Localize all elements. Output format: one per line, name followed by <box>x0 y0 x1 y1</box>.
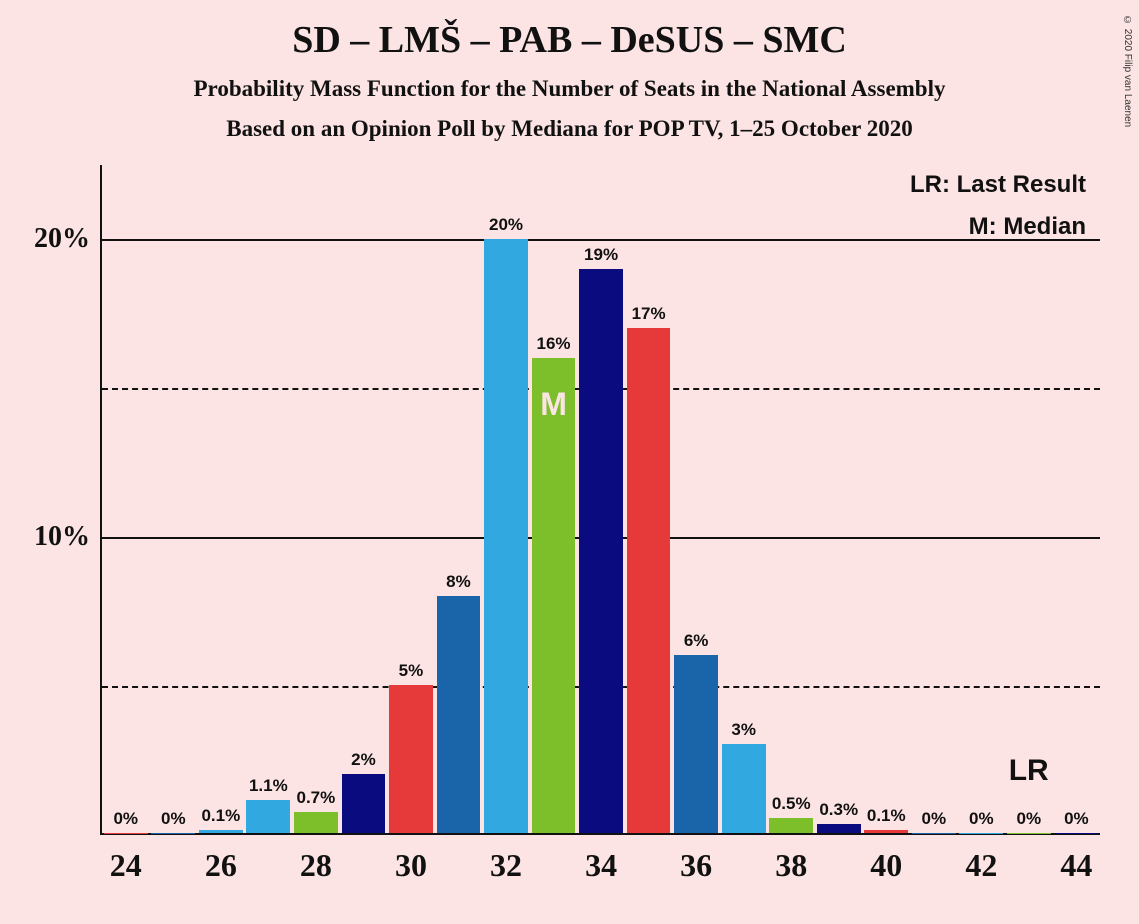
x-tick-label: 32 <box>490 847 522 884</box>
chart-title: SD – LMŠ – PAB – DeSUS – SMC <box>0 0 1139 62</box>
x-tick-label: 30 <box>395 847 427 884</box>
bar-value-label: 0.7% <box>297 788 336 812</box>
bar: 1.1% <box>246 800 290 833</box>
chart-subtitle-1: Probability Mass Function for the Number… <box>0 76 1139 102</box>
bar: 20% <box>484 239 528 833</box>
bar-value-label: 1.1% <box>249 776 288 800</box>
bar-slot: 0.1% <box>863 165 911 833</box>
bar-slot: 0% <box>910 165 958 833</box>
bar-slot: 0.1% <box>197 165 245 833</box>
bar-slot: 0% <box>1053 165 1101 833</box>
x-tick-label: 40 <box>870 847 902 884</box>
x-tick-label: 34 <box>585 847 617 884</box>
bar: 6% <box>674 655 718 833</box>
bar: 19% <box>579 269 623 833</box>
x-tick-label: 36 <box>680 847 712 884</box>
bar-value-label: 0.1% <box>867 806 906 830</box>
plot-area: LR: Last Result M: Median 0%0%0.1%1.1%0.… <box>100 165 1100 835</box>
median-marker: M <box>540 386 567 423</box>
bar: 2% <box>342 774 386 833</box>
x-tick-label: 42 <box>965 847 997 884</box>
bar: 0.7% <box>294 812 338 833</box>
bar: 17% <box>627 328 671 833</box>
copyright-text: © 2020 Filip van Laenen <box>1122 15 1133 127</box>
bar-value-label: 20% <box>489 215 523 239</box>
x-tick-label: 38 <box>775 847 807 884</box>
bar-slot: 6% <box>672 165 720 833</box>
bar-value-label: 0% <box>1017 809 1042 833</box>
bar-value-label: 3% <box>731 720 756 744</box>
bar-slot: 0.7% <box>292 165 340 833</box>
bar-slot: 17% <box>625 165 673 833</box>
bar-slot: 0.5% <box>767 165 815 833</box>
bar-slot: 0% <box>958 165 1006 833</box>
bar-value-label: 0.5% <box>772 794 811 818</box>
x-tick-label: 44 <box>1060 847 1092 884</box>
lr-marker: LR <box>1009 754 1049 788</box>
bar-value-label: 2% <box>351 750 376 774</box>
bar-slot: 20% <box>482 165 530 833</box>
bar-slot: 0.3% <box>815 165 863 833</box>
bar-slot: 3% <box>720 165 768 833</box>
bar-value-label: 0% <box>161 809 186 833</box>
bar-slot: 0% <box>102 165 150 833</box>
x-tick-label: 24 <box>110 847 142 884</box>
bar-value-label: 0% <box>113 809 138 833</box>
bar-value-label: 17% <box>632 304 666 328</box>
bar-value-label: 8% <box>446 572 471 596</box>
bars-container: 0%0%0.1%1.1%0.7%2%5%8%20%16%M19%17%6%3%0… <box>102 165 1100 833</box>
bar-slot: 8% <box>435 165 483 833</box>
bar-slot: 19% <box>577 165 625 833</box>
bar-value-label: 0% <box>1064 809 1089 833</box>
bar-value-label: 0.3% <box>819 800 858 824</box>
y-axis: 10% 20% <box>20 165 98 835</box>
bar-value-label: 5% <box>399 661 424 685</box>
bar-value-label: 0% <box>921 809 946 833</box>
y-tick-label: 10% <box>34 521 90 553</box>
bar: 8% <box>437 596 481 834</box>
bar-slot: 1.1% <box>245 165 293 833</box>
bar: 16%M <box>532 358 576 833</box>
bar-slot: 5% <box>387 165 435 833</box>
bar-value-label: 16% <box>537 334 571 358</box>
bar-value-label: 19% <box>584 245 618 269</box>
bar-value-label: 6% <box>684 631 709 655</box>
bar: 0.3% <box>817 824 861 833</box>
chart-subtitle-2: Based on an Opinion Poll by Mediana for … <box>0 116 1139 142</box>
x-tick-label: 28 <box>300 847 332 884</box>
bar-value-label: 0% <box>969 809 994 833</box>
x-axis: 2426283032343638404244 <box>102 833 1100 847</box>
y-tick-label: 20% <box>34 223 90 255</box>
bar-slot: 0% <box>150 165 198 833</box>
bar: 0.5% <box>769 818 813 833</box>
chart-area: 10%20% LR: Last Result M: Median 0%0%0.1… <box>100 165 1100 835</box>
bar: 3% <box>722 744 766 833</box>
x-tick-label: 26 <box>205 847 237 884</box>
bar: 5% <box>389 685 433 833</box>
bar-slot: 0% <box>1005 165 1053 833</box>
bar-slot: 16% M <box>530 165 578 833</box>
bar-value-label: 0.1% <box>201 806 240 830</box>
bar-slot: 2% <box>340 165 388 833</box>
